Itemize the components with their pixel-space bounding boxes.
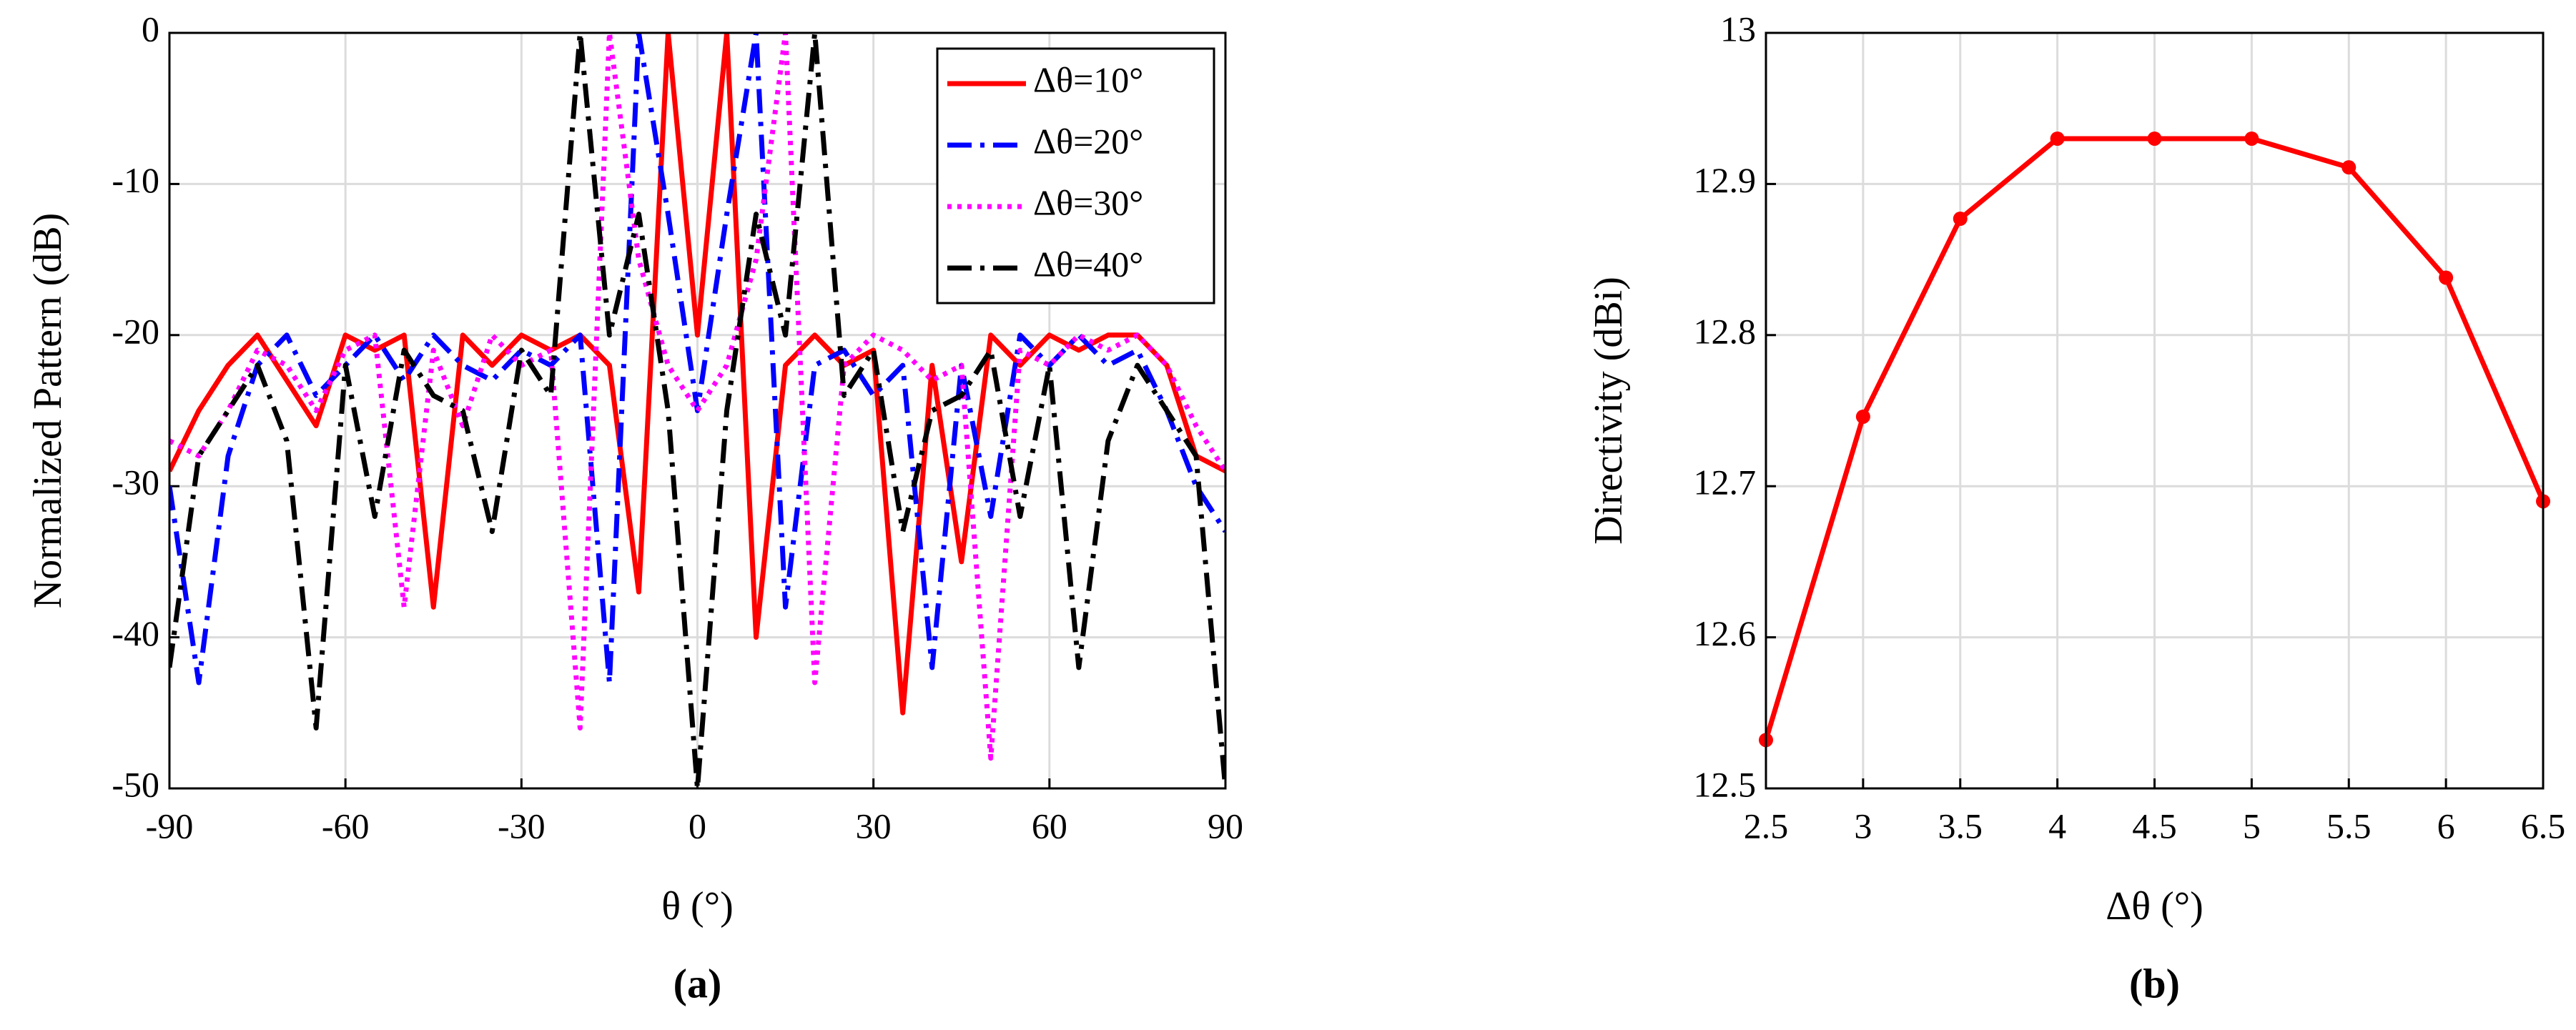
x-tick-label: 3 [1854,806,1872,846]
y-tick-label: -20 [112,311,159,351]
legend-label: Δθ=30° [1033,182,1143,222]
y-tick-label: 12.6 [1694,613,1757,653]
x-tick-label: -30 [498,806,546,846]
x-tick-label: -60 [322,806,370,846]
x-tick-label: 2.5 [1744,806,1789,846]
x-tick-label: 3.5 [1938,806,1983,846]
y-axis-label: Directivity (dBi) [1586,277,1631,545]
y-tick-label: 12.7 [1694,462,1757,502]
x-tick-label: 6.5 [2521,806,2566,846]
y-tick-label: -10 [112,160,159,200]
plot-frame [1765,31,2545,790]
legend-label: Δθ=40° [1033,244,1143,284]
y-tick-label: -50 [112,764,159,804]
series-line [169,33,1225,788]
y-tick-label: 13 [1720,9,1756,49]
x-tick-label: 30 [856,806,892,846]
legend-label: Δθ=10° [1033,59,1143,99]
legend-label: Δθ=20° [1033,121,1143,161]
marker [2050,131,2065,146]
marker [2341,160,2357,175]
x-tick-label: 60 [1032,806,1067,846]
x-tick-label: 5 [2243,806,2261,846]
x-tick-label: -90 [146,806,194,846]
marker [1855,409,1870,424]
y-axis-label: Normalized Pattern (dB) [26,213,70,609]
y-tick-label: 12.8 [1694,311,1757,351]
series-line [169,33,1225,715]
caption: (a) [673,960,722,1006]
x-tick-label: 4.5 [2132,806,2177,846]
caption: (b) [2129,960,2180,1006]
y-tick-label: 12.5 [1694,764,1757,804]
x-tick-label: 6 [2437,806,2455,846]
legend-box [936,47,1215,304]
y-tick-label: 0 [142,9,159,49]
x-tick-label: 5.5 [2326,806,2372,846]
plot-frame [168,31,1227,790]
x-axis-label: Δθ (°) [2106,884,2204,929]
x-tick-label: 4 [2048,806,2066,846]
x-tick-label: 0 [689,806,706,846]
y-tick-label: 12.9 [1694,160,1757,200]
marker [2244,131,2259,146]
marker [2439,270,2454,285]
marker [1953,212,1968,227]
y-tick-label: -40 [112,613,159,653]
x-tick-label: 90 [1208,806,1243,846]
y-tick-label: -30 [112,462,159,502]
x-axis-label: θ (°) [661,884,734,929]
marker [2147,131,2162,146]
